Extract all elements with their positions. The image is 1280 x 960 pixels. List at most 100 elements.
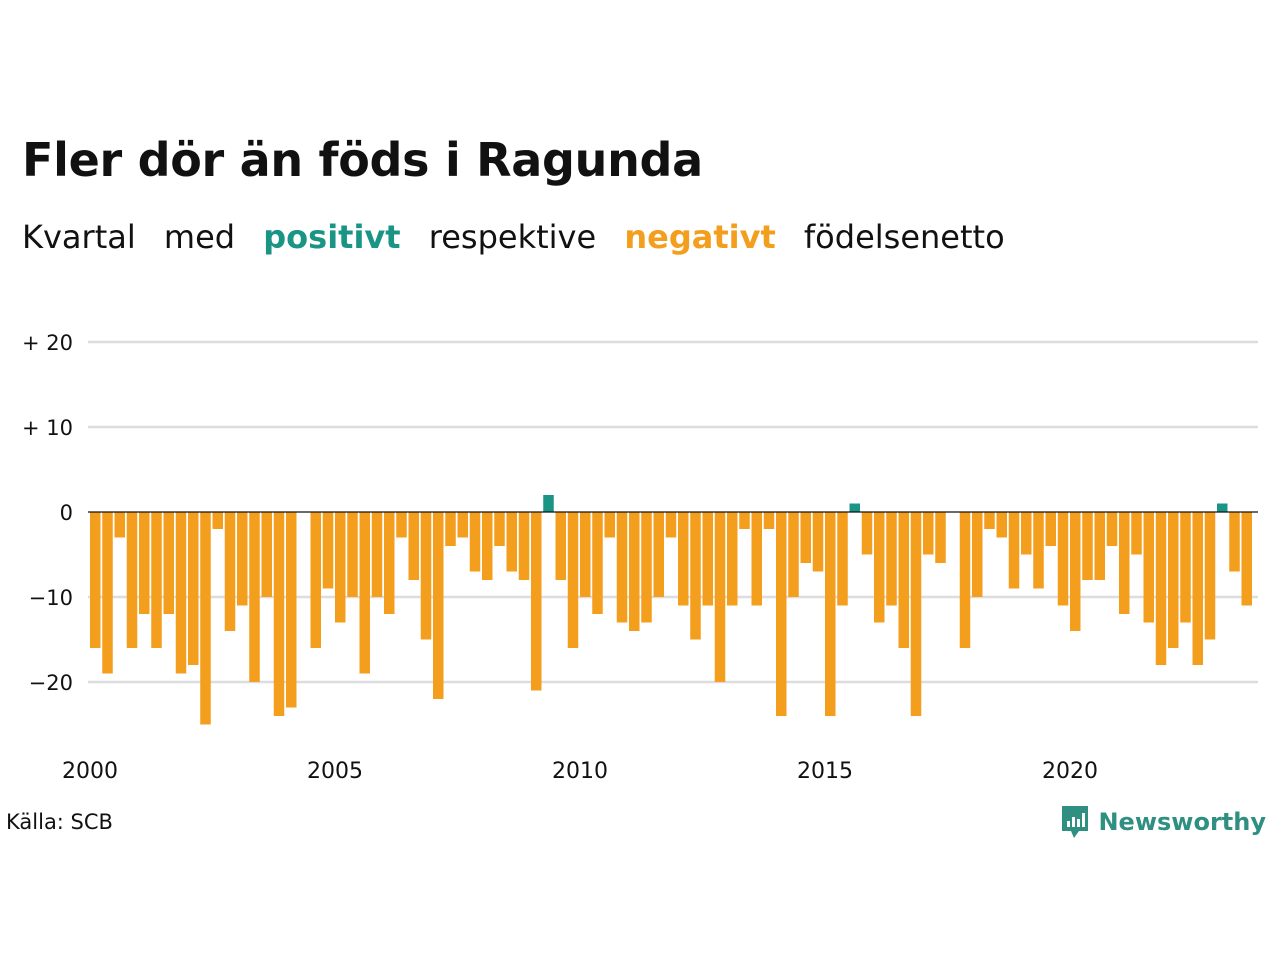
bar-negative: [1168, 512, 1179, 648]
bar-negative: [935, 512, 946, 563]
bar-negative: [420, 512, 432, 640]
bar-negative: [763, 512, 775, 529]
bar-negative: [212, 512, 223, 529]
bar-negative: [224, 512, 236, 631]
bar-negative: [592, 512, 603, 614]
bar-negative: [1204, 512, 1216, 640]
bar-negative: [788, 512, 799, 597]
bar-negative: [1180, 512, 1191, 623]
bar-negative: [163, 512, 174, 614]
y-tick-label: + 20: [22, 331, 73, 355]
bar-negative: [114, 512, 125, 538]
bar-negative: [1070, 512, 1081, 631]
bar-negative: [1057, 512, 1069, 606]
bar-negative: [874, 512, 885, 623]
subtitle-negative-label: negativt: [624, 218, 776, 256]
bar-negative: [1143, 512, 1154, 623]
bar-negative: [702, 512, 713, 606]
bar-negative: [433, 512, 444, 699]
bar-negative: [898, 512, 909, 648]
bar-negative: [237, 512, 248, 606]
bar-positive: [543, 495, 554, 512]
bar-negative: [518, 512, 530, 580]
bar-negative: [825, 512, 836, 716]
chart-subtitle: Kvartal med positivt respektive negativt…: [22, 216, 1023, 258]
x-tick-label: 2005: [307, 759, 363, 784]
bar-negative: [322, 512, 334, 589]
bar-negative: [1033, 512, 1044, 589]
bar-negative: [972, 512, 983, 597]
y-tick-label: 0: [60, 501, 73, 525]
x-tick-label: 2020: [1042, 759, 1098, 784]
source-note: Källa: SCB: [6, 810, 113, 834]
bar-negative: [886, 512, 897, 606]
bar-negative: [359, 512, 370, 674]
bar-negative: [261, 512, 272, 597]
bar-negative: [139, 512, 150, 614]
y-tick-label: −10: [29, 586, 73, 610]
bar-negative: [1106, 512, 1118, 546]
y-tick-label: + 10: [22, 416, 73, 440]
bar-negative: [1155, 512, 1167, 665]
bar-negative: [102, 512, 113, 674]
bar-negative: [555, 512, 566, 580]
x-tick-label: 2010: [552, 759, 608, 784]
bar-negative: [776, 512, 787, 716]
bar-negative: [286, 512, 297, 708]
brand-logo: Newsworthy: [1060, 804, 1266, 840]
bar-negative: [249, 512, 260, 682]
bar-negative: [457, 512, 468, 538]
bar-negative: [1131, 512, 1142, 555]
bar-negative: [923, 512, 934, 555]
bar-negative: [175, 512, 187, 674]
bar-negative: [714, 512, 726, 682]
x-tick-label: 2000: [62, 759, 118, 784]
bar-negative: [837, 512, 848, 606]
bar-negative: [751, 512, 762, 606]
bar-negative: [408, 512, 419, 580]
bar-positive: [1217, 503, 1228, 512]
bar-negative: [800, 512, 811, 563]
bar-negative: [396, 512, 407, 538]
subtitle-positive-label: positivt: [263, 218, 401, 256]
bar-negative: [469, 512, 481, 572]
bar-negative: [641, 512, 652, 623]
bar-negative: [200, 512, 211, 725]
bar-positive: [849, 503, 860, 512]
bar-negative: [1192, 512, 1203, 665]
bar-negative: [347, 512, 358, 597]
bar-negative: [996, 512, 1007, 538]
bar-negative: [580, 512, 591, 597]
bar-negative: [506, 512, 517, 572]
subtitle-word-kvartal: Kvartal: [22, 218, 136, 256]
subtitle-word-med: med: [163, 218, 236, 256]
bar-negative: [1094, 512, 1105, 580]
bar-negative: [1082, 512, 1093, 580]
subtitle-word-fodelsenetto: födelsenetto: [803, 218, 1005, 256]
bar-negative: [1241, 512, 1252, 606]
bar-negative: [616, 512, 628, 623]
bar-negative: [494, 512, 505, 546]
bar-negative: [151, 512, 162, 648]
bar-negative: [335, 512, 346, 623]
subtitle-word-respektive: respektive: [428, 218, 597, 256]
bar-negative: [1119, 512, 1130, 614]
bar-negative: [371, 512, 383, 597]
bar-negative: [310, 512, 321, 648]
bar-negative: [861, 512, 873, 555]
y-tick-label: −20: [29, 671, 73, 695]
bar-negative: [910, 512, 922, 716]
bar-negative: [1021, 512, 1032, 555]
bar-negative: [604, 512, 615, 538]
bar-negative: [482, 512, 493, 580]
bar-chart-speech-bubble-icon: [1062, 806, 1089, 838]
bar-negative: [629, 512, 640, 631]
bar-negative: [126, 512, 138, 648]
bar-negative: [690, 512, 701, 640]
bar-negative: [1008, 512, 1020, 589]
bar-negative: [665, 512, 677, 538]
chart-title: Fler dör än föds i Ragunda: [22, 133, 703, 187]
bar-negative: [273, 512, 285, 716]
bar-negative: [90, 512, 101, 648]
x-tick-label: 2015: [797, 759, 853, 784]
